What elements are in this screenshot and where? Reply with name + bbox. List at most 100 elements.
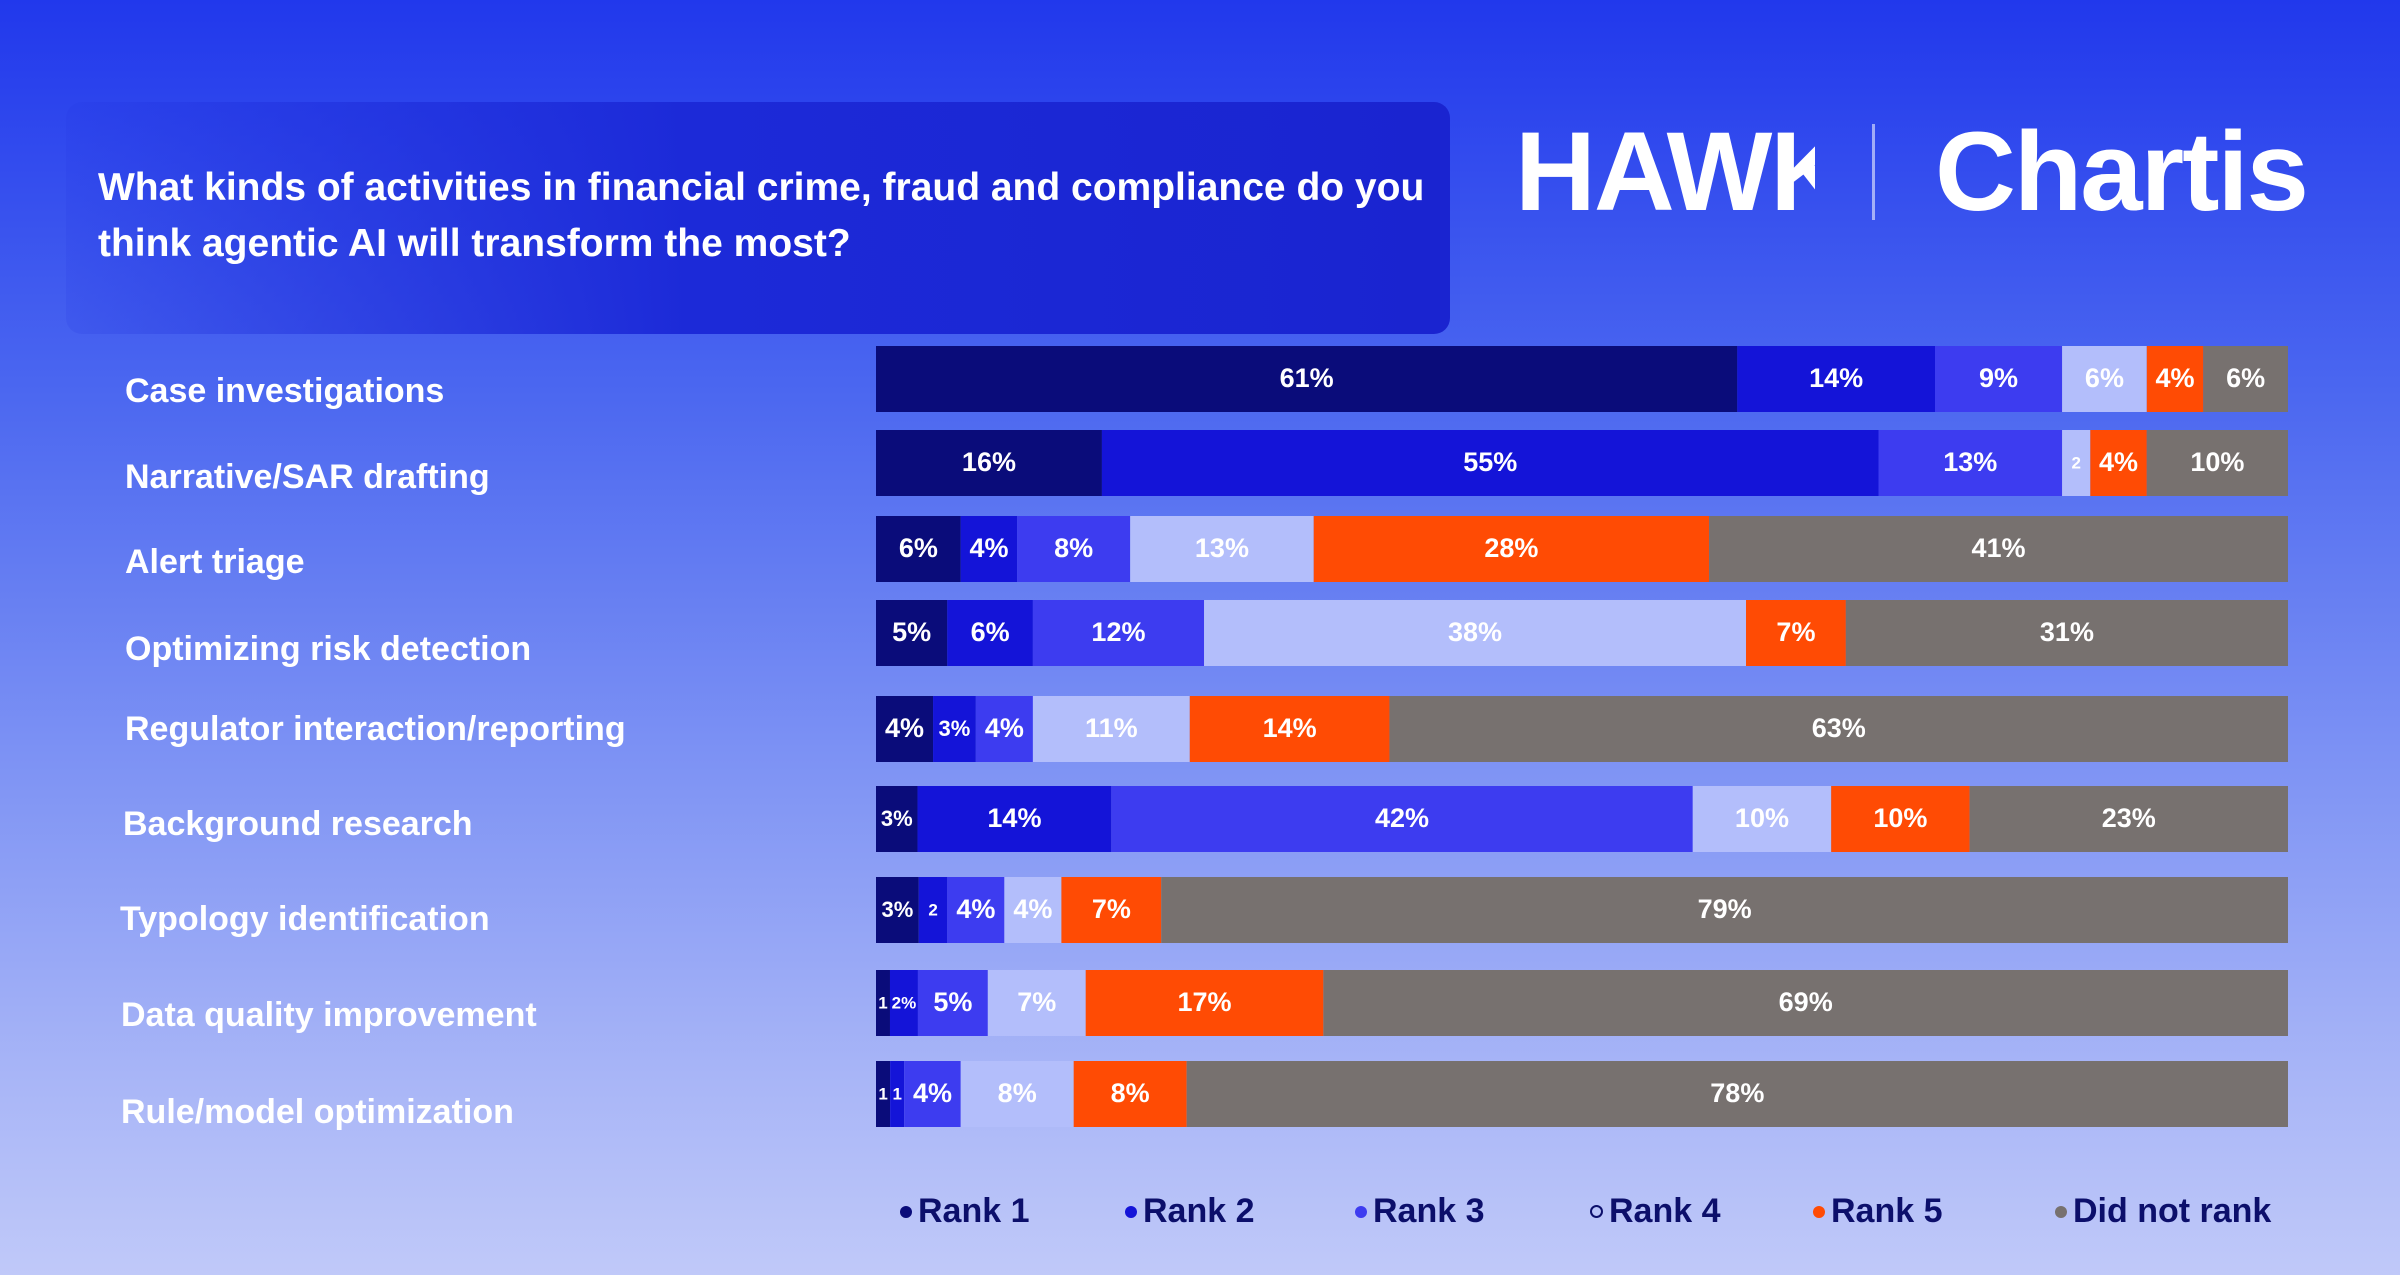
bar-segment	[1709, 516, 2288, 582]
legend-item: Rank 3	[1355, 1192, 1485, 1231]
bar-segment	[2090, 430, 2147, 496]
data-label: 3%	[881, 897, 913, 922]
hawk-logo-text: HAWK	[1515, 109, 1815, 228]
data-label: 3%	[881, 806, 913, 831]
data-label: 7%	[1092, 894, 1131, 924]
category-label: Rule/model optimization	[121, 1093, 514, 1131]
bar-segment	[1073, 1061, 1187, 1127]
bar-segment	[1746, 600, 1846, 666]
hawk-logo: HAWK	[1515, 109, 1815, 228]
bar-segment	[889, 970, 918, 1036]
bar-segment	[876, 430, 1102, 496]
legend-label: Rank 5	[1831, 1192, 1943, 1230]
legend-label: Rank 2	[1143, 1192, 1255, 1230]
legend-item: Did not rank	[2055, 1192, 2271, 1231]
bar-segment	[1061, 877, 1162, 943]
bar-segment	[876, 696, 934, 762]
data-label: 4%	[1013, 894, 1052, 924]
data-label: 5%	[933, 987, 972, 1017]
category-label: Data quality improvement	[121, 996, 537, 1034]
bar-segment	[1085, 970, 1324, 1036]
bar-segment	[917, 786, 1112, 852]
data-label: 42%	[1375, 803, 1429, 833]
bar-segment	[2146, 430, 2288, 496]
bar-segment	[933, 696, 976, 762]
data-label: 9%	[1979, 363, 2018, 393]
data-label: 28%	[1484, 533, 1538, 563]
bar-segment	[1004, 877, 1062, 943]
data-label: 7%	[1776, 617, 1815, 647]
data-label: 69%	[1779, 987, 1833, 1017]
category-label: Alert triage	[125, 543, 305, 581]
bar-segment	[1389, 696, 2288, 762]
chart-title: What kinds of activities in financial cr…	[98, 166, 1425, 265]
data-label: 38%	[1448, 617, 1502, 647]
legend-item: Rank 5	[1813, 1192, 1943, 1231]
bar-segment	[904, 1061, 961, 1127]
data-label: 31%	[2040, 617, 2094, 647]
bar-segment	[947, 877, 1005, 943]
data-label: 23%	[2102, 803, 2156, 833]
legend-dot-icon	[2055, 1205, 2067, 1218]
bar-segment	[2146, 346, 2204, 412]
legend-dot-icon	[1355, 1205, 1367, 1218]
category-label: Case investigations	[125, 372, 445, 410]
category-label: Typology identification	[120, 900, 490, 938]
data-label: 55%	[1463, 447, 1517, 477]
data-label: 16%	[962, 447, 1016, 477]
bar-segment	[876, 970, 890, 1036]
bar-segment	[1204, 600, 1747, 666]
legend-label: Rank 1	[918, 1192, 1030, 1230]
data-label: 8%	[1054, 533, 1093, 563]
bar-segment	[1969, 786, 2288, 852]
data-label: 41%	[1972, 533, 2026, 563]
data-label: 12%	[1091, 617, 1145, 647]
data-label: 78%	[1710, 1078, 1764, 1108]
data-label: 4%	[2156, 363, 2195, 393]
bar-segment	[2203, 346, 2288, 412]
category-label: Background research	[123, 805, 473, 843]
bar-segment	[987, 970, 1086, 1036]
bar-segment	[1111, 786, 1693, 852]
bar-segment	[975, 696, 1033, 762]
data-label: 2%	[892, 993, 917, 1012]
bar-segment	[960, 1061, 1074, 1127]
data-label: 14%	[987, 803, 1041, 833]
bar-segment	[876, 600, 948, 666]
data-label: 1	[878, 993, 887, 1012]
data-label: 4%	[2099, 447, 2138, 477]
legend-dot-icon	[1125, 1205, 1137, 1218]
data-label: 13%	[1195, 533, 1249, 563]
legend-label: Rank 3	[1373, 1192, 1485, 1230]
bar-segment	[1161, 877, 2288, 943]
category-label: Regulator interaction/reporting	[125, 710, 626, 748]
data-label: 6%	[2226, 363, 2265, 393]
data-label: 4%	[985, 713, 1024, 743]
bar-segment	[1017, 516, 1131, 582]
data-label: 6%	[2085, 363, 2124, 393]
data-label: 7%	[1017, 987, 1056, 1017]
bar-segment	[876, 346, 1738, 412]
data-label: 4%	[956, 894, 995, 924]
bar-segment	[1313, 516, 1710, 582]
legend-label: Rank 4	[1609, 1192, 1721, 1230]
bar-segment	[876, 786, 918, 852]
bar-segment	[1845, 600, 2288, 666]
title-panel	[66, 102, 1450, 334]
bar-segment	[960, 516, 1018, 582]
data-label: 2	[928, 900, 937, 919]
data-label: 4%	[885, 713, 924, 743]
bar-segment	[1831, 786, 1970, 852]
bar-segment	[1737, 346, 1935, 412]
data-label: 8%	[998, 1078, 1037, 1108]
data-label: 3%	[939, 716, 971, 741]
data-label: 10%	[1873, 803, 1927, 833]
bar-segment	[1935, 346, 2063, 412]
bar-segment	[2062, 430, 2091, 496]
data-label: 14%	[1809, 363, 1863, 393]
bar-segment	[947, 600, 1033, 666]
legend-label: Did not rank	[2073, 1192, 2272, 1230]
legend-dot-icon	[900, 1205, 912, 1218]
bar-segment	[917, 970, 988, 1036]
